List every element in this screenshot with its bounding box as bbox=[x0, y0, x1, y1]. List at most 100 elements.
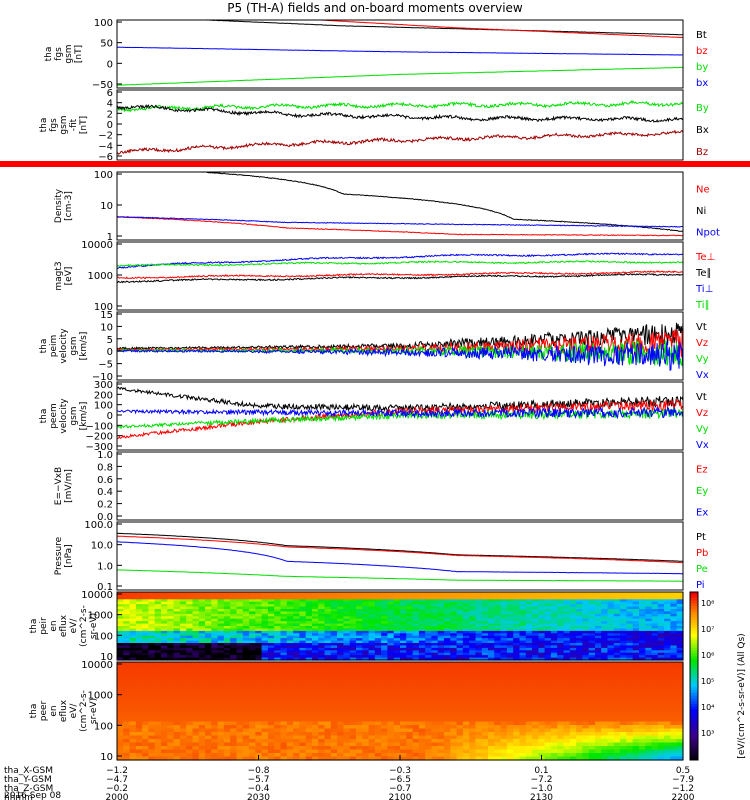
heatmap-cell bbox=[161, 669, 168, 674]
heatmap-cell bbox=[412, 683, 420, 688]
heatmap-cell bbox=[664, 638, 671, 642]
heatmap-cell bbox=[576, 742, 583, 747]
heatmap-cell bbox=[406, 721, 414, 726]
heatmap-cell bbox=[123, 718, 131, 723]
heatmap-cell bbox=[173, 601, 181, 605]
heatmap-cell bbox=[412, 669, 420, 674]
heatmap-cell bbox=[299, 679, 307, 684]
heatmap-cell bbox=[198, 728, 206, 733]
heatmap-cell bbox=[569, 611, 577, 615]
heatmap-cell bbox=[286, 652, 294, 656]
heatmap-cell bbox=[324, 690, 332, 695]
heatmap-cell bbox=[588, 604, 596, 608]
heatmap-cell bbox=[211, 643, 219, 646]
heatmap-cell bbox=[538, 662, 546, 667]
heatmap-cell bbox=[544, 611, 552, 615]
heatmap-cell bbox=[462, 592, 470, 595]
heatmap-cell bbox=[161, 628, 168, 632]
heatmap-cell bbox=[255, 711, 263, 716]
heatmap-cell bbox=[286, 635, 294, 639]
heatmap-cell bbox=[381, 686, 388, 691]
heatmap-cell bbox=[437, 676, 445, 681]
heatmap-cell bbox=[607, 594, 615, 598]
heatmap-cell bbox=[601, 700, 609, 705]
heatmap-cell bbox=[645, 650, 653, 654]
heatmap-cell bbox=[664, 599, 671, 603]
heatmap-cell bbox=[179, 609, 187, 612]
heatmap-cell bbox=[280, 672, 288, 677]
heatmap-cell bbox=[676, 647, 684, 651]
legend-4-3: Vx bbox=[696, 370, 709, 381]
heatmap-cell bbox=[412, 650, 420, 654]
heatmap-cell bbox=[670, 613, 678, 617]
heatmap-cell bbox=[557, 704, 565, 709]
heatmap-cell bbox=[582, 650, 590, 654]
heatmap-cell bbox=[242, 746, 250, 751]
heatmap-cell bbox=[676, 645, 684, 649]
heatmap-cell bbox=[299, 735, 307, 740]
heatmap-cell bbox=[154, 618, 162, 622]
heatmap-cell bbox=[135, 650, 143, 654]
heatmap-cell bbox=[293, 596, 300, 600]
heatmap-cell bbox=[444, 669, 451, 674]
heatmap-cell bbox=[538, 609, 546, 612]
heatmap-cell bbox=[513, 647, 521, 651]
heatmap-cell bbox=[142, 739, 150, 744]
heatmap-cell bbox=[368, 640, 376, 644]
heatmap-cell bbox=[576, 655, 583, 659]
heatmap-cell bbox=[563, 700, 571, 705]
heatmap-cell bbox=[154, 606, 162, 610]
heatmap-cell bbox=[356, 626, 363, 629]
heatmap-cell bbox=[330, 645, 338, 649]
heatmap-cell bbox=[639, 643, 646, 646]
heatmap-cell bbox=[205, 647, 212, 651]
heatmap-cell bbox=[142, 638, 150, 642]
heatmap-cell bbox=[217, 626, 225, 629]
heatmap-cell bbox=[198, 683, 206, 688]
heatmap-cell bbox=[400, 697, 407, 702]
heatmap-cell bbox=[481, 756, 489, 761]
heatmap-cell bbox=[488, 700, 495, 705]
heatmap-cell bbox=[312, 718, 319, 723]
heatmap-cell bbox=[123, 686, 131, 691]
heatmap-cell bbox=[280, 683, 288, 688]
heatmap-cell bbox=[230, 704, 238, 709]
heatmap-cell bbox=[148, 711, 156, 716]
heatmap-cell bbox=[381, 618, 388, 622]
heatmap-cell bbox=[312, 721, 319, 726]
heatmap-cell bbox=[198, 596, 206, 600]
heatmap-cell bbox=[576, 647, 583, 651]
heatmap-cell bbox=[462, 728, 470, 733]
heatmap-cell bbox=[280, 725, 288, 730]
heatmap-cell bbox=[192, 599, 200, 603]
heatmap-cell bbox=[186, 609, 194, 612]
heatmap-cell bbox=[475, 616, 483, 620]
heatmap-cell bbox=[544, 732, 552, 737]
heatmap-cell bbox=[198, 657, 206, 661]
heatmap-cell bbox=[349, 707, 357, 712]
heatmap-cell bbox=[437, 672, 445, 677]
heatmap-cell bbox=[255, 611, 263, 615]
heatmap-cell bbox=[657, 613, 665, 617]
heatmap-cell bbox=[550, 746, 558, 751]
heatmap-cell bbox=[400, 618, 407, 622]
heatmap-cell bbox=[544, 704, 552, 709]
heatmap-cell bbox=[544, 714, 552, 719]
ylabel-1-1: fgs bbox=[49, 118, 59, 132]
heatmap-cell bbox=[569, 686, 577, 691]
heatmap-cell bbox=[192, 683, 200, 688]
heatmap-cell bbox=[519, 690, 527, 695]
heatmap-cell bbox=[205, 623, 212, 627]
heatmap-cell bbox=[173, 735, 181, 740]
heatmap-cell bbox=[286, 714, 294, 719]
heatmap-cell bbox=[670, 635, 678, 639]
heatmap-cell bbox=[563, 645, 571, 649]
heatmap-cell bbox=[299, 704, 307, 709]
heatmap-cell bbox=[249, 665, 256, 670]
heatmap-cell bbox=[293, 645, 300, 649]
heatmap-cell bbox=[418, 686, 426, 691]
heatmap-cell bbox=[657, 626, 665, 629]
heatmap-cell bbox=[488, 725, 495, 730]
heatmap-cell bbox=[506, 618, 514, 622]
heatmap-cell bbox=[412, 679, 420, 684]
